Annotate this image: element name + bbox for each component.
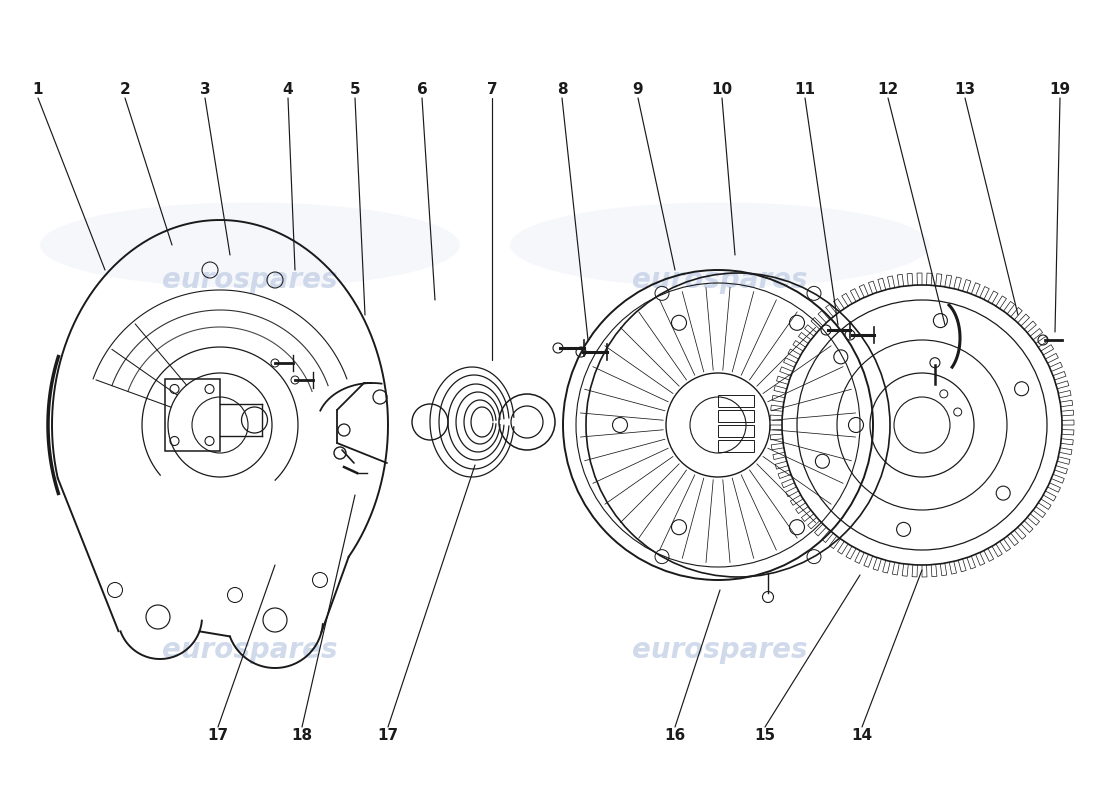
Text: 1: 1	[33, 82, 43, 98]
Bar	[718, 440, 754, 452]
Text: eurospares: eurospares	[632, 266, 807, 294]
Text: 17: 17	[208, 727, 229, 742]
Ellipse shape	[510, 202, 930, 287]
Bar	[165, 379, 220, 451]
Text: 13: 13	[955, 82, 976, 98]
Text: 5: 5	[350, 82, 361, 98]
Text: 16: 16	[664, 727, 685, 742]
Text: 7: 7	[486, 82, 497, 98]
Ellipse shape	[40, 202, 460, 287]
Text: eurospares: eurospares	[632, 636, 807, 664]
Bar	[718, 425, 754, 437]
Text: 2: 2	[120, 82, 131, 98]
Text: 11: 11	[794, 82, 815, 98]
Text: 17: 17	[377, 727, 398, 742]
Text: 8: 8	[557, 82, 568, 98]
Text: 12: 12	[878, 82, 899, 98]
Text: 18: 18	[292, 727, 312, 742]
Text: 10: 10	[712, 82, 733, 98]
Text: 3: 3	[200, 82, 210, 98]
Text: 14: 14	[851, 727, 872, 742]
Text: 19: 19	[1049, 82, 1070, 98]
Text: 4: 4	[283, 82, 294, 98]
Text: 6: 6	[417, 82, 428, 98]
Bar	[718, 410, 754, 422]
Bar	[718, 395, 754, 407]
Text: 15: 15	[755, 727, 775, 742]
Text: eurospares: eurospares	[163, 266, 338, 294]
Text: 9: 9	[632, 82, 644, 98]
Text: eurospares: eurospares	[163, 636, 338, 664]
